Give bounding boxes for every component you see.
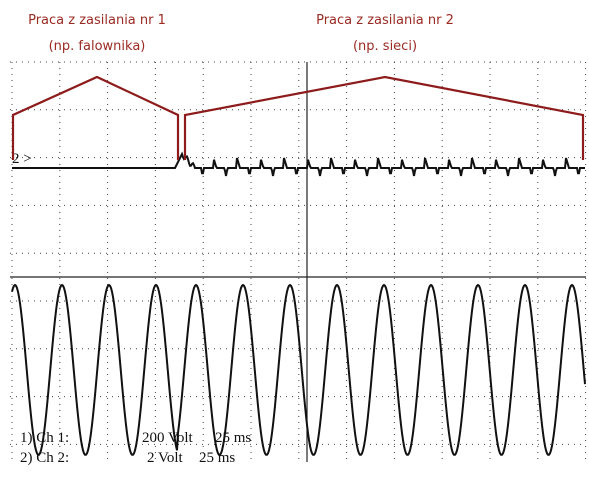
channel-name: 1) Ch 1: [20,430,69,446]
waveform [12,285,585,455]
annotation-title: Praca z zasilania nr 1 [28,13,166,28]
channel-scale: 2 Volt [147,450,184,466]
channel-time: 25 ms [215,430,251,446]
bracket [185,77,583,160]
annotation-subtitle: (np. falownika) [49,39,146,54]
annotation-subtitle: (np. sieci) [353,39,417,54]
trace-marker: 2 > [12,151,32,167]
channel-scale: 200 Volt [142,430,194,446]
page: {"annotations": [ {"title": "Praca z zas… [0,0,589,482]
annotation-title: Praca z zasilania nr 2 [316,13,454,28]
bracket [13,77,178,160]
channel-time: 25 ms [199,450,235,466]
scope-grid [10,62,586,462]
channel-name: 2) Ch 2: [20,450,69,466]
waveforms [12,154,585,455]
oscilloscope-screenshot: Praca z zasilania nr 1 (np. falownika) P… [0,0,589,482]
